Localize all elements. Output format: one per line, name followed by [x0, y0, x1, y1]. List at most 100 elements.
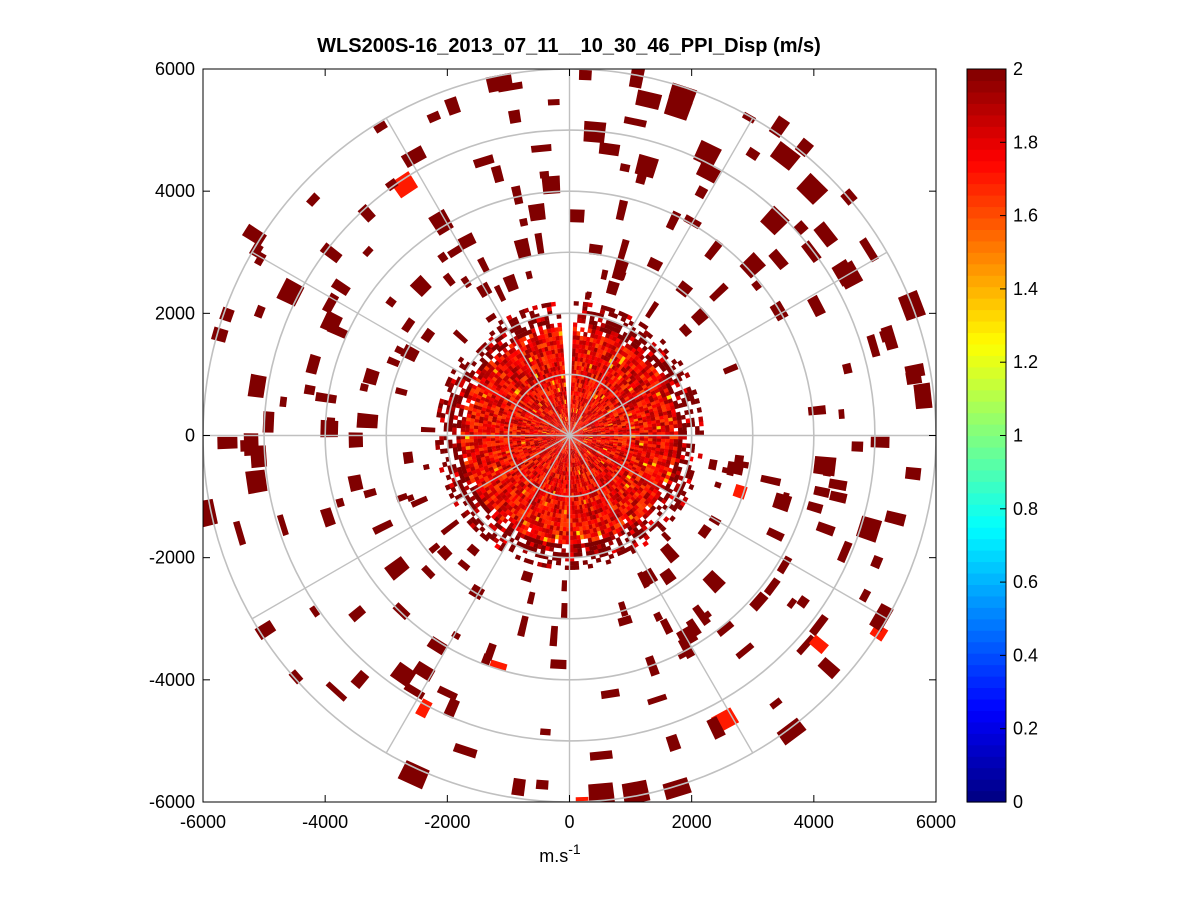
ppi-cell	[610, 511, 616, 517]
ppi-cell	[509, 476, 515, 482]
ppi-cell	[615, 384, 621, 390]
ppi-cell	[498, 477, 505, 483]
ppi-cell	[525, 455, 531, 459]
ppi-cell	[575, 466, 578, 472]
ppi-cell	[612, 514, 618, 521]
ppi-cell	[641, 453, 647, 458]
ppi-cell	[563, 403, 566, 409]
ppi-cell	[536, 418, 542, 422]
ppi-cell	[594, 466, 599, 471]
ppi-cell	[564, 505, 568, 511]
ppi-cell	[501, 393, 507, 399]
ppi-cell	[608, 368, 614, 374]
ppi-cell	[613, 366, 619, 372]
ppi-cell	[546, 459, 551, 465]
ppi-cell	[520, 428, 526, 431]
ppi-cell	[521, 421, 527, 425]
ppi-cell	[618, 471, 624, 477]
ppi-cell	[547, 455, 552, 460]
ppi-cell	[552, 418, 557, 423]
ppi-cell	[664, 441, 670, 446]
ppi-cell	[603, 360, 609, 366]
ppi-cell	[606, 367, 612, 373]
ppi-cell	[605, 356, 611, 363]
ppi-cell	[536, 372, 541, 378]
ppi-cell	[536, 474, 541, 479]
ppi-cell	[495, 445, 501, 449]
ppi-cell	[613, 425, 618, 428]
ppi-cell	[591, 427, 597, 430]
ppi-cell	[617, 353, 624, 360]
ppi-cell	[553, 521, 558, 527]
ppi-cell	[587, 428, 592, 431]
ppi-cell	[599, 363, 605, 369]
ppi-cell	[527, 377, 533, 383]
ppi-cell	[599, 461, 604, 466]
ppi-cell	[548, 529, 554, 535]
ppi-cell	[559, 432, 564, 434]
ppi-cell	[583, 413, 587, 418]
ppi-cell	[532, 359, 538, 365]
ppi-cell	[551, 331, 556, 337]
ppi-cell	[488, 491, 495, 498]
ppi-cell	[584, 485, 588, 491]
ppi-cell	[556, 420, 561, 425]
ppi-cell	[537, 436, 543, 438]
ppi-cell	[574, 439, 578, 443]
ppi-cell	[551, 452, 555, 457]
ppi-cell	[576, 442, 580, 447]
ppi-cell	[517, 445, 523, 449]
ppi-cell	[577, 474, 581, 480]
ppi-cell	[625, 365, 631, 371]
ppi-cell	[571, 435, 576, 438]
ppi-cell	[478, 419, 484, 424]
ppi-cell	[563, 453, 565, 459]
ppi-cell	[555, 431, 560, 434]
ppi-cell	[608, 502, 614, 508]
ppi-cell	[578, 470, 581, 475]
ppi-cell	[576, 413, 579, 419]
ppi-cell	[614, 518, 620, 525]
ppi-cell	[557, 500, 561, 506]
ppi-cell	[516, 428, 522, 431]
ppi-cell	[546, 429, 552, 431]
ppi-cell	[579, 433, 585, 435]
ppi-cell	[518, 384, 524, 390]
ppi-cell	[508, 408, 514, 413]
ppi-cell	[553, 443, 558, 447]
ppi-cell	[543, 457, 548, 462]
ppi-cell	[514, 396, 520, 402]
ppi-cell	[555, 401, 559, 407]
ppi-cell	[648, 370, 655, 377]
ppi-cell	[599, 387, 604, 393]
ppi-cell	[577, 441, 582, 445]
ppi-cell	[615, 513, 621, 519]
ppi-cell	[529, 436, 534, 439]
ppi-cell	[570, 425, 573, 430]
ppi-cell	[589, 479, 593, 485]
ppi-cell	[622, 437, 628, 440]
ppi-cell	[592, 388, 597, 394]
ppi-cell	[474, 445, 479, 450]
ppi-cell	[491, 421, 497, 426]
ppi-cell	[644, 396, 650, 402]
ppi-cell	[583, 437, 589, 439]
ppi-cell	[613, 431, 619, 434]
ppi-cell	[659, 415, 665, 420]
ppi-cell	[537, 463, 542, 468]
ppi-cell	[490, 438, 496, 442]
ppi-cell	[498, 468, 504, 473]
ppi-cell	[494, 435, 500, 439]
ppi-cell	[594, 370, 599, 376]
ppi-cell	[554, 444, 559, 449]
ppi-cell	[652, 385, 659, 391]
ppi-cell	[544, 415, 549, 419]
ppi-cell	[575, 448, 579, 453]
ppi-cell	[613, 504, 619, 510]
ppi-cell	[589, 528, 595, 534]
ppi-cell	[505, 498, 512, 504]
ppi-cell	[554, 454, 558, 459]
ppi-cell	[538, 415, 544, 419]
ppi-cell	[543, 444, 549, 447]
ppi-cell	[587, 480, 592, 485]
